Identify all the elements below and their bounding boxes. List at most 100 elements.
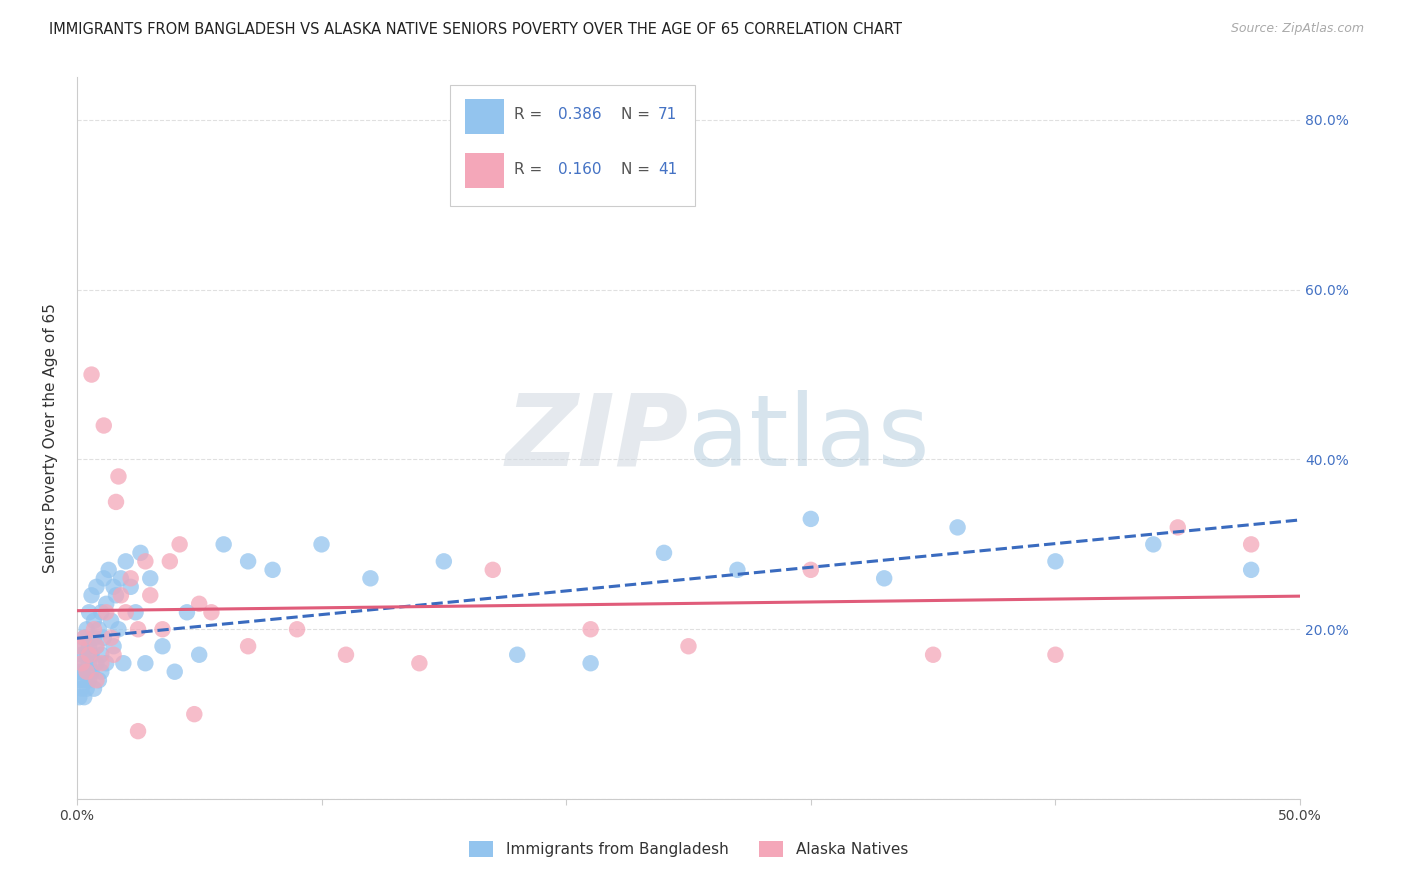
Point <box>70 639 93 653</box>
Point <box>90 657 112 671</box>
Point <box>96 597 118 611</box>
Point <box>67 639 90 653</box>
Point <box>678 639 700 653</box>
Point <box>159 554 181 568</box>
Text: R =: R = <box>513 107 547 122</box>
Text: 71: 71 <box>658 107 678 122</box>
Point <box>93 571 115 585</box>
Text: N =: N = <box>621 107 655 122</box>
Point <box>922 648 945 662</box>
Point <box>200 605 222 619</box>
Point <box>77 657 100 671</box>
Point <box>139 571 162 585</box>
Point <box>114 554 136 568</box>
Point <box>163 665 186 679</box>
Point <box>359 571 381 585</box>
Text: 0.160: 0.160 <box>558 161 602 177</box>
Point <box>139 588 162 602</box>
Point <box>90 665 112 679</box>
Point <box>83 681 105 696</box>
Text: ZIP: ZIP <box>506 390 689 487</box>
Point <box>70 648 93 662</box>
Point <box>86 673 108 688</box>
Point <box>76 665 98 679</box>
FancyBboxPatch shape <box>450 85 695 206</box>
Point <box>236 554 259 568</box>
Point <box>96 657 118 671</box>
Point <box>73 631 96 645</box>
Point <box>107 622 129 636</box>
Point <box>83 622 105 636</box>
Text: N =: N = <box>621 161 655 177</box>
Point <box>800 563 823 577</box>
Point <box>236 639 259 653</box>
Point <box>77 605 100 619</box>
Text: Source: ZipAtlas.com: Source: ZipAtlas.com <box>1230 22 1364 36</box>
Point <box>107 469 129 483</box>
Point <box>112 657 135 671</box>
Point <box>481 563 503 577</box>
Point <box>183 707 205 722</box>
Point <box>506 648 529 662</box>
Point <box>86 639 108 653</box>
Point <box>93 418 115 433</box>
Y-axis label: Seniors Poverty Over the Age of 65: Seniors Poverty Over the Age of 65 <box>44 303 58 574</box>
Point <box>110 588 132 602</box>
Point <box>103 639 125 653</box>
Point <box>93 631 115 645</box>
Point <box>103 648 125 662</box>
Point <box>134 657 156 671</box>
Point <box>83 614 105 628</box>
Point <box>129 546 152 560</box>
Point <box>335 648 357 662</box>
Point <box>120 580 142 594</box>
Point <box>152 639 174 653</box>
Point <box>76 665 98 679</box>
Point <box>285 622 308 636</box>
Point <box>90 605 112 619</box>
Point <box>70 657 93 671</box>
Point <box>1142 537 1164 551</box>
Point <box>579 657 602 671</box>
Point <box>262 563 284 577</box>
Point <box>67 690 90 705</box>
Point <box>76 622 98 636</box>
Point <box>97 563 120 577</box>
Point <box>77 639 100 653</box>
Point <box>120 571 142 585</box>
Point <box>1045 554 1067 568</box>
Legend: Immigrants from Bangladesh, Alaska Natives: Immigrants from Bangladesh, Alaska Nativ… <box>463 835 914 863</box>
Point <box>100 631 122 645</box>
Point <box>77 648 100 662</box>
Point <box>76 681 98 696</box>
Point <box>80 368 103 382</box>
Point <box>67 665 90 679</box>
Point <box>212 537 235 551</box>
Point <box>77 673 100 688</box>
Point <box>127 622 149 636</box>
Point <box>86 657 108 671</box>
Point <box>87 673 110 688</box>
Point <box>73 690 96 705</box>
Point <box>127 724 149 739</box>
Point <box>873 571 896 585</box>
Point <box>86 580 108 594</box>
Point <box>96 605 118 619</box>
Point <box>1240 537 1263 551</box>
Point <box>433 554 456 568</box>
Text: atlas: atlas <box>689 390 931 487</box>
Text: IMMIGRANTS FROM BANGLADESH VS ALASKA NATIVE SENIORS POVERTY OVER THE AGE OF 65 C: IMMIGRANTS FROM BANGLADESH VS ALASKA NAT… <box>49 22 903 37</box>
Point <box>70 681 93 696</box>
Point <box>1045 648 1067 662</box>
Text: 41: 41 <box>658 161 678 177</box>
Point <box>946 520 969 534</box>
Point <box>105 495 128 509</box>
Point <box>86 639 108 653</box>
Point <box>103 580 125 594</box>
Text: 0.386: 0.386 <box>558 107 602 122</box>
FancyBboxPatch shape <box>464 99 503 134</box>
Point <box>70 665 93 679</box>
Point <box>100 614 122 628</box>
Point <box>579 622 602 636</box>
Point <box>652 546 675 560</box>
